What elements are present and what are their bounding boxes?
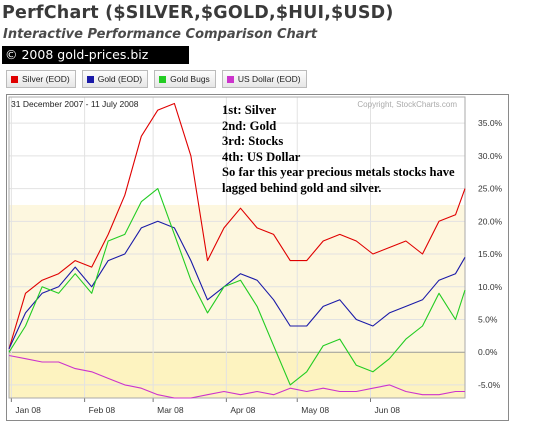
x-tick-label: Apr 08	[230, 405, 255, 415]
background-band	[9, 352, 465, 398]
y-tick-label: 25.0%	[478, 184, 503, 194]
annotation: 1st: Silver 2nd: Gold 3rd: Stocks 4th: U…	[222, 103, 455, 196]
y-tick-label: 0.0%	[478, 347, 498, 357]
y-tick-label: 20.0%	[478, 216, 503, 226]
watermark-banner: © 2008 gold-prices.biz	[2, 46, 189, 64]
chart-panel: 35.0% 30.0% 25.0% 20.0% 15.0% 10.0% 5.0% 0.0% -5…	[6, 94, 509, 421]
chart-subtitle: Interactive Performance Comparison Chart	[3, 27, 318, 42]
annotation-line: 2nd: Gold	[222, 118, 277, 133]
legend-item-silver[interactable]: Silver (EOD)	[6, 70, 76, 88]
annotation-line: lagged behind gold and silver.	[222, 180, 382, 195]
y-tick-label: -5.0%	[478, 380, 501, 390]
annotation-line: 4th: US Dollar	[222, 149, 301, 164]
x-tick-label: Jan 08	[15, 405, 41, 415]
legend-item-gold-bugs[interactable]: Gold Bugs	[154, 70, 216, 88]
copyright-label: Copyright, StockCharts.com	[357, 100, 457, 109]
annotation-line: 1st: Silver	[222, 103, 277, 117]
y-tick-label: 10.0%	[478, 282, 503, 292]
legend: Silver (EOD) Gold (EOD) Gold Bugs US Dol…	[6, 70, 307, 88]
x-tick-label: Jun 08	[374, 405, 400, 415]
x-tick-label: Feb 08	[89, 405, 116, 415]
series-line-us-dollar-eod	[8, 354, 465, 399]
chart-title: PerfChart ($SILVER,$GOLD,$HUI,$USD)	[2, 3, 394, 23]
y-tick-label: 35.0%	[478, 118, 503, 128]
annotation-line: 3rd: Stocks	[222, 134, 284, 148]
legend-label: Silver (EOD)	[22, 74, 70, 84]
legend-label: Gold (EOD)	[97, 74, 143, 84]
y-tick-label: 15.0%	[478, 249, 503, 259]
legend-swatch	[11, 75, 18, 83]
legend-swatch	[226, 75, 234, 83]
date-range-label: 31 December 2007 - 11 July 2008	[11, 99, 139, 109]
series-line-gold-bugs	[8, 188, 466, 386]
legend-item-gold[interactable]: Gold (EOD)	[81, 70, 149, 88]
annotation-line: So far this year precious metals stocks …	[222, 165, 455, 179]
y-tick-label: 30.0%	[478, 151, 503, 161]
y-tick-label: 5.0%	[478, 314, 498, 324]
x-tick-label: Mar 08	[157, 405, 184, 415]
series-line-gold-eod	[8, 220, 466, 350]
legend-label: US Dollar (EOD)	[237, 74, 301, 84]
legend-item-us-dollar[interactable]: US Dollar (EOD)	[221, 70, 307, 88]
legend-label: Gold Bugs	[170, 74, 210, 84]
series-line-silver-eod	[8, 102, 466, 350]
performance-chart: 35.0% 30.0% 25.0% 20.0% 15.0% 10.0% 5.0% 0.0% -5…	[8, 96, 503, 415]
plot-area-border	[8, 96, 466, 399]
x-tick-label: May 08	[301, 405, 329, 415]
legend-swatch	[86, 75, 94, 83]
background-band	[9, 204, 465, 353]
legend-swatch	[159, 75, 167, 83]
